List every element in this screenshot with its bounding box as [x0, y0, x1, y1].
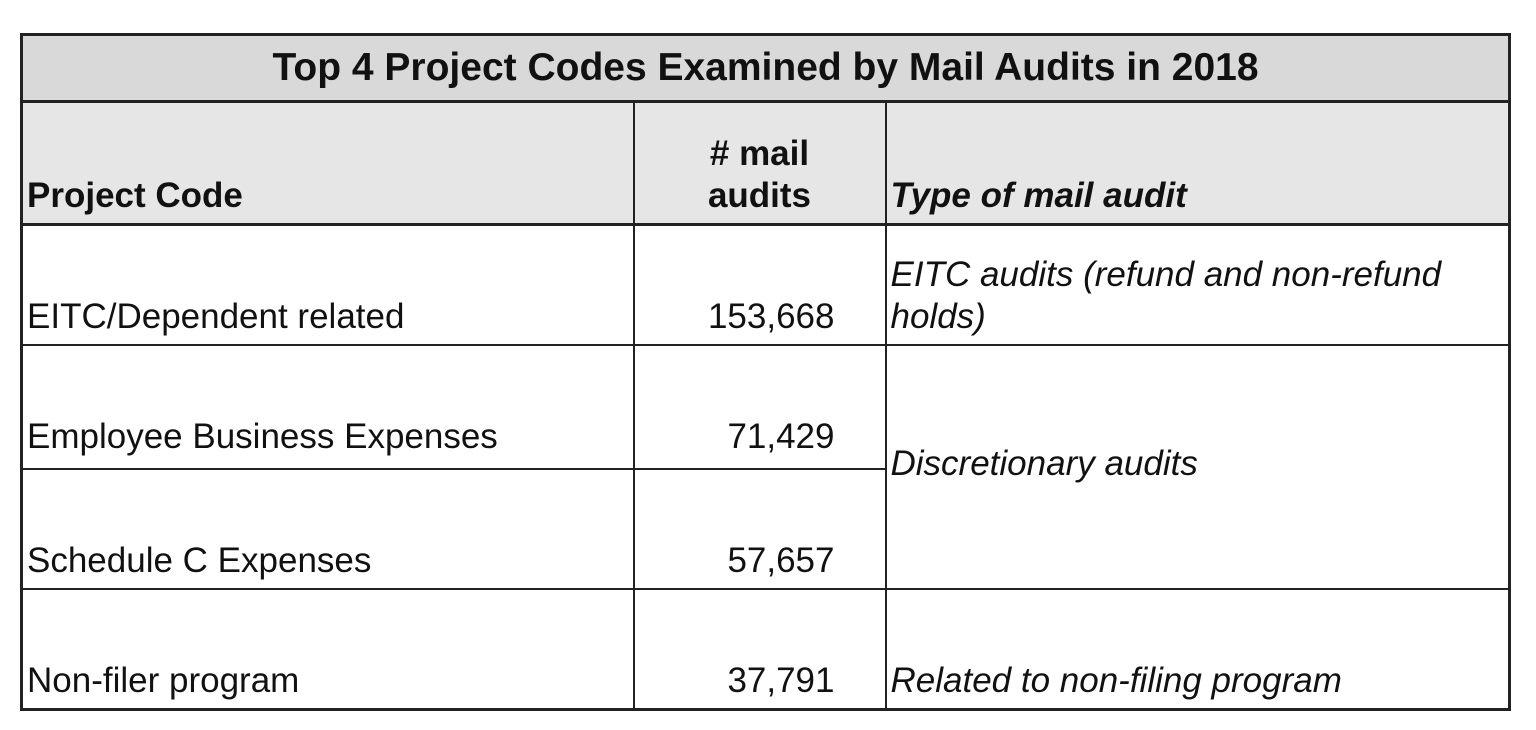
title-row: Top 4 Project Codes Examined by Mail Aud…: [20, 33, 1511, 103]
audit-type-cell: EITC audits (refund and non-refund holds…: [884, 223, 1511, 346]
column-header-mail-audits: # mail audits: [632, 100, 887, 226]
mail-audits-cell: 71,429: [632, 344, 887, 470]
table-row: Non-filer program 37,791 Related to non-…: [20, 588, 1511, 711]
audit-type-cell: Related to non-filing program: [884, 588, 1511, 711]
mail-audits-cell: 57,657: [632, 468, 887, 590]
column-header-project-code: Project Code: [20, 100, 635, 226]
project-code-cell: EITC/Dependent related: [20, 223, 635, 346]
column-header-type: Type of mail audit: [884, 100, 1511, 226]
project-code-cell: Non-filer program: [20, 588, 635, 711]
project-code-cell: Schedule C Expenses: [20, 468, 635, 590]
header-row: Project Code # mail audits Type of mail …: [20, 100, 1511, 226]
table-title: Top 4 Project Codes Examined by Mail Aud…: [20, 33, 1511, 103]
mail-audits-cell: 153,668: [632, 223, 887, 346]
mail-audits-cell: 37,791: [632, 588, 887, 711]
table-row: EITC/Dependent related 153,668 EITC audi…: [20, 223, 1511, 346]
project-code-cell: Employee Business Expenses: [20, 344, 635, 470]
table-row: Schedule C Expenses 57,657: [20, 468, 1510, 590]
audit-type-cell: Discretionary audits: [884, 344, 1511, 590]
table-row: Employee Business Expenses 71,429 Discre…: [20, 344, 1511, 590]
mail-audits-table: Top 4 Project Codes Examined by Mail Aud…: [20, 33, 1512, 711]
